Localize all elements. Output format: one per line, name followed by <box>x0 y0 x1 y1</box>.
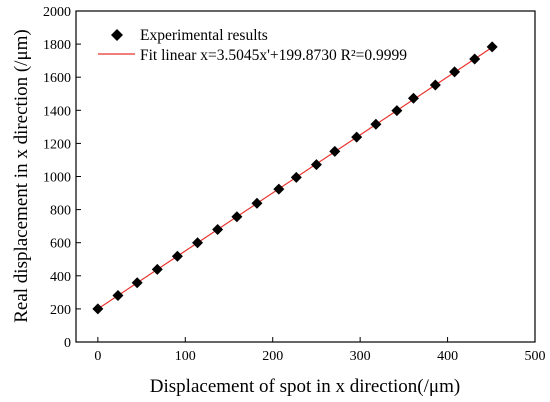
x-tick-label: 0 <box>94 349 101 364</box>
y-axis: 0 200 400 600 800 1000 1200 1400 1600 1800 2000 <box>43 5 81 351</box>
x-axis-label: Displacement of spot in x direction(/μm) <box>150 376 460 397</box>
data-point <box>486 41 498 53</box>
data-point <box>273 183 285 195</box>
data-point <box>449 66 461 78</box>
legend-label-experimental: Experimental results <box>140 27 268 44</box>
x-axis: 0 100 200 300 400 500 <box>94 337 546 364</box>
data-point <box>171 250 183 262</box>
data-point <box>351 131 363 143</box>
data-point <box>310 159 322 171</box>
x-tick-label: 300 <box>350 349 371 364</box>
data-points <box>92 41 498 315</box>
y-tick-label: 400 <box>50 270 71 285</box>
legend-label-fit: Fit linear x=3.5045x'+199.8730 R²=0.9999 <box>140 47 407 64</box>
y-tick-label: 1200 <box>43 137 71 152</box>
y-axis-label: Real displacement in x direction (/μm) <box>11 29 32 323</box>
y-tick-label: 1400 <box>43 104 71 119</box>
y-tick-label: 600 <box>50 237 71 252</box>
data-point <box>370 118 382 130</box>
legend-marker-diamond <box>111 29 123 41</box>
y-tick-label: 1600 <box>43 71 71 86</box>
x-tick-label: 200 <box>262 349 283 364</box>
data-point <box>251 197 263 209</box>
data-point <box>92 303 104 315</box>
data-point <box>112 289 124 301</box>
y-tick-label: 1800 <box>43 38 71 53</box>
data-point <box>329 145 341 157</box>
data-point <box>212 223 224 235</box>
x-tick-label: 500 <box>525 349 546 364</box>
y-tick-label: 200 <box>50 303 71 318</box>
data-point <box>192 237 204 249</box>
y-tick-label: 1000 <box>43 171 71 186</box>
data-point <box>391 105 403 117</box>
data-point <box>151 263 163 275</box>
y-tick-label: 800 <box>50 204 71 219</box>
x-tick-label: 400 <box>437 349 458 364</box>
x-tick-label: 100 <box>175 349 196 364</box>
data-point <box>231 211 243 223</box>
data-point <box>131 277 143 289</box>
data-point <box>407 92 419 104</box>
data-point <box>469 53 481 65</box>
data-point <box>290 171 302 183</box>
data-point <box>429 79 441 91</box>
legend: Experimental results Fit linear x=3.5045… <box>98 27 407 64</box>
y-tick-label: 2000 <box>43 5 71 20</box>
y-tick-label: 0 <box>64 336 71 351</box>
